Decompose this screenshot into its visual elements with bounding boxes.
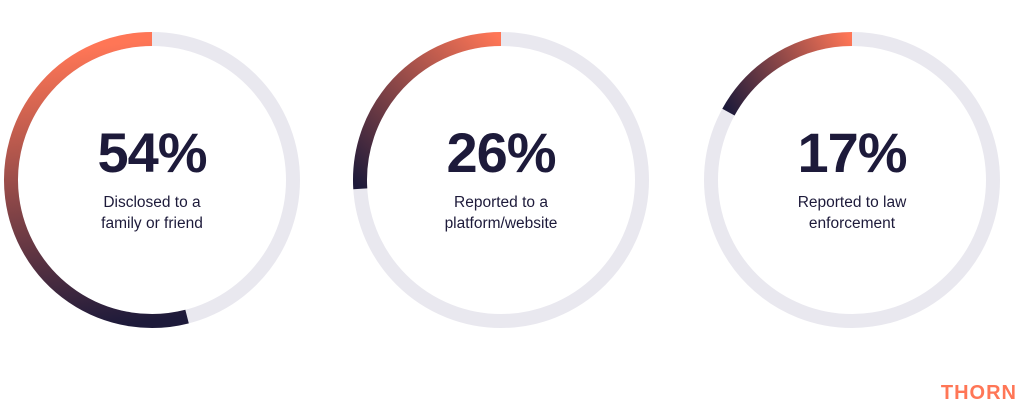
gauge-arc xyxy=(4,32,189,328)
gauge-value-label: 54% xyxy=(97,121,207,184)
gauge-arc xyxy=(722,32,853,116)
brand-logo: THORN xyxy=(940,382,1017,404)
gauge-label: Reported to a platform/website xyxy=(444,194,558,232)
gauge-label: Reported to law enforcement xyxy=(797,194,907,232)
gauge-value-label: 26% xyxy=(446,121,556,184)
gauge-value-label: 17% xyxy=(797,121,907,184)
gauge-arc xyxy=(353,32,502,190)
gauge-label: Disclosed to a family or friend xyxy=(101,194,203,232)
